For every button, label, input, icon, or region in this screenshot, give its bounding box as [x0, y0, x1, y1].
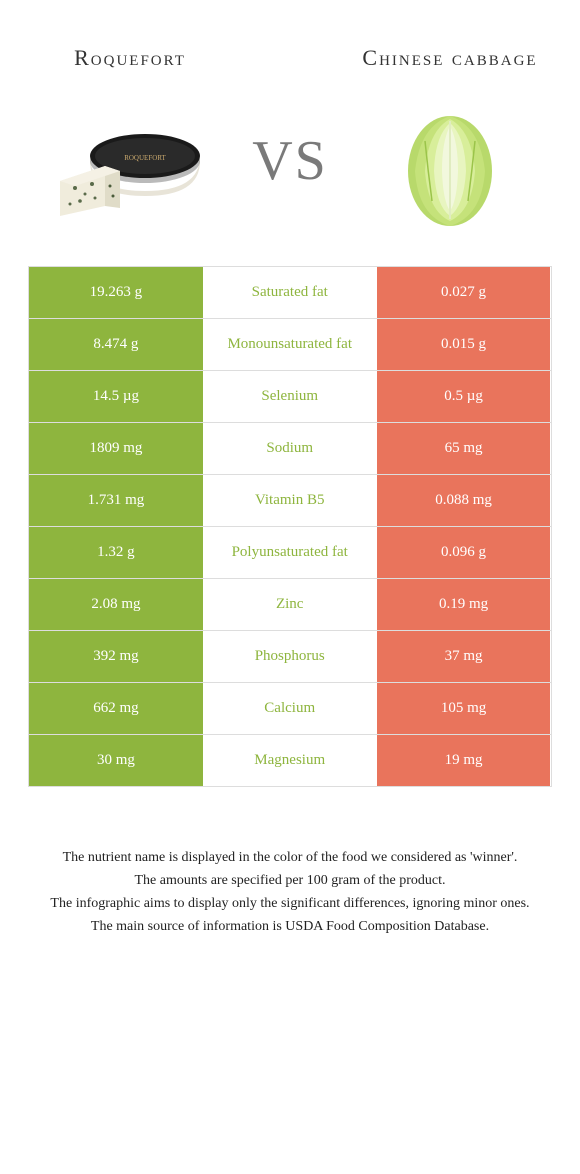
right-value: 0.19 mg [377, 579, 551, 630]
left-value: 14.5 µg [29, 371, 203, 422]
nutrient-name: Phosphorus [203, 631, 377, 682]
right-value: 0.096 g [377, 527, 551, 578]
footnote-line: The amounts are specified per 100 gram o… [30, 870, 550, 891]
footnote-line: The nutrient name is displayed in the co… [30, 847, 550, 868]
nutrient-name: Selenium [203, 371, 377, 422]
nutrient-row: 392 mgPhosphorus37 mg [29, 631, 551, 683]
right-value: 0.088 mg [377, 475, 551, 526]
left-value: 19.263 g [29, 267, 203, 318]
vs-label: VS [252, 129, 328, 193]
nutrient-name: Monounsaturated fat [203, 319, 377, 370]
cabbage-image [390, 101, 510, 231]
left-food-column: Roquefort ROQUEFORT [30, 30, 230, 231]
left-value: 662 mg [29, 683, 203, 734]
nutrient-name: Magnesium [203, 735, 377, 786]
nutrient-name: Polyunsaturated fat [203, 527, 377, 578]
right-value: 37 mg [377, 631, 551, 682]
nutrient-name: Zinc [203, 579, 377, 630]
nutrient-row: 1.32 gPolyunsaturated fat0.096 g [29, 527, 551, 579]
nutrient-name: Vitamin B5 [203, 475, 377, 526]
nutrient-row: 8.474 gMonounsaturated fat0.015 g [29, 319, 551, 371]
nutrient-row: 1.731 mgVitamin B50.088 mg [29, 475, 551, 527]
left-value: 30 mg [29, 735, 203, 786]
nutrient-name: Saturated fat [203, 267, 377, 318]
nutrient-row: 2.08 mgZinc0.19 mg [29, 579, 551, 631]
right-value: 0.027 g [377, 267, 551, 318]
left-value: 1.32 g [29, 527, 203, 578]
left-value: 2.08 mg [29, 579, 203, 630]
nutrient-name: Sodium [203, 423, 377, 474]
roquefort-image: ROQUEFORT [50, 101, 210, 231]
left-value: 1809 mg [29, 423, 203, 474]
comparison-header: Roquefort ROQUEFORT VS Chinese cabbage [0, 0, 580, 241]
left-value: 8.474 g [29, 319, 203, 370]
nutrient-row: 30 mgMagnesium19 mg [29, 735, 551, 787]
nutrient-row: 14.5 µgSelenium0.5 µg [29, 371, 551, 423]
nutrient-row: 19.263 gSaturated fat0.027 g [29, 267, 551, 319]
left-value: 1.731 mg [29, 475, 203, 526]
left-value: 392 mg [29, 631, 203, 682]
right-value: 105 mg [377, 683, 551, 734]
nutrient-table: 19.263 gSaturated fat0.027 g8.474 gMonou… [28, 266, 552, 787]
svg-text:ROQUEFORT: ROQUEFORT [124, 154, 166, 162]
right-food-title: Chinese cabbage [362, 30, 537, 86]
nutrient-row: 1809 mgSodium65 mg [29, 423, 551, 475]
nutrient-name: Calcium [203, 683, 377, 734]
footnote-line: The infographic aims to display only the… [30, 893, 550, 914]
nutrient-row: 662 mgCalcium105 mg [29, 683, 551, 735]
footnotes: The nutrient name is displayed in the co… [30, 847, 550, 937]
right-value: 0.5 µg [377, 371, 551, 422]
right-value: 0.015 g [377, 319, 551, 370]
footnote-line: The main source of information is USDA F… [30, 916, 550, 937]
right-food-column: Chinese cabbage [350, 30, 550, 231]
right-value: 65 mg [377, 423, 551, 474]
left-food-title: Roquefort [74, 30, 186, 86]
right-value: 19 mg [377, 735, 551, 786]
